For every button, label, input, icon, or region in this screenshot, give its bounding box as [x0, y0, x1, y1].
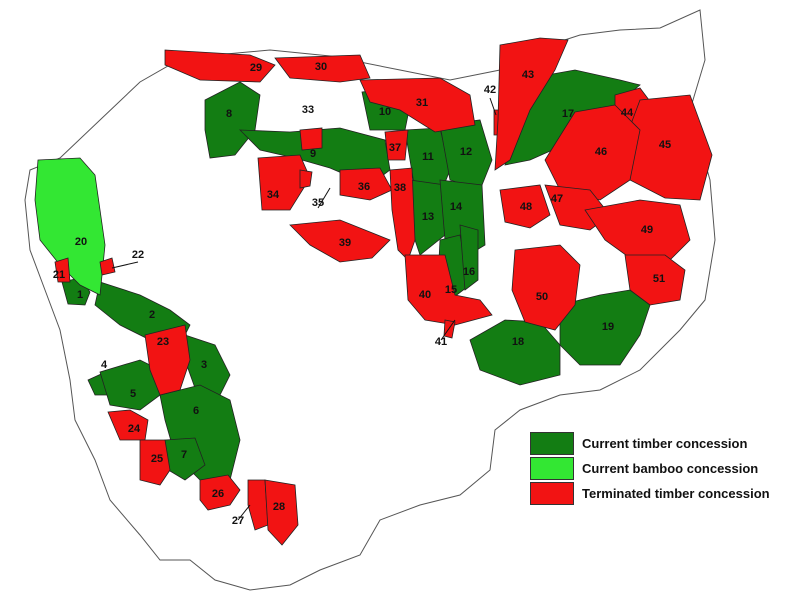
concession-34-area [257, 154, 311, 211]
concession-28-label: 28 [273, 501, 285, 513]
concession-20-area [34, 157, 106, 296]
legend-swatch-current-timber [530, 432, 574, 455]
legend: Current timber concession Current bamboo… [530, 432, 770, 507]
concession-49-label: 49 [641, 224, 653, 236]
legend-label-current-bamboo: Current bamboo concession [582, 461, 759, 476]
concession-51-label: 51 [653, 273, 665, 285]
legend-label-current-timber: Current timber concession [582, 436, 748, 451]
leader-line [237, 504, 251, 521]
concession-27-label: 27 [232, 515, 244, 527]
concession-8-area [204, 81, 261, 159]
concession-41-label: 41 [435, 336, 447, 348]
concession-39-area [289, 219, 391, 263]
concession-23-label: 23 [157, 336, 169, 348]
concession-17-label: 17 [562, 108, 574, 120]
concession-21-label: 21 [53, 269, 65, 281]
legend-swatch-current-bamboo [530, 457, 574, 480]
concession-34-label: 34 [267, 189, 280, 201]
concession-18-label: 18 [512, 336, 524, 348]
leader-line [317, 187, 331, 209]
concession-12-label: 12 [460, 146, 472, 158]
concession-29-label: 29 [250, 62, 262, 74]
legend-label-terminated-timber: Terminated timber concession [582, 486, 770, 501]
concession-47-label: 47 [551, 193, 563, 205]
concession-24-label: 24 [128, 423, 141, 435]
concession-22-area [99, 257, 116, 276]
concession-15-label: 15 [445, 284, 457, 296]
concession-50-label: 50 [536, 291, 548, 303]
concession-29-area [164, 49, 276, 83]
concession-16-label: 16 [463, 266, 475, 278]
legend-item-current-timber: Current timber concession [530, 432, 770, 455]
concession-46-label: 46 [595, 146, 607, 158]
concession-38-label: 38 [394, 182, 406, 194]
concession-48-area [499, 184, 551, 229]
concession-5-label: 5 [130, 388, 136, 400]
concession-10-label: 10 [379, 106, 391, 118]
concession-43-area [494, 37, 569, 171]
concession-51-area [624, 254, 686, 306]
concession-26-label: 26 [212, 488, 224, 500]
concession-49-area [584, 199, 691, 266]
concession-8-label: 8 [226, 108, 232, 120]
concession-22-label: 22 [132, 249, 144, 261]
concession-37-label: 37 [389, 142, 401, 154]
current-bamboo-zones [34, 157, 106, 296]
concession-36-label: 36 [358, 181, 370, 193]
legend-item-terminated-timber: Terminated timber concession [530, 482, 770, 505]
concession-31-area [359, 77, 476, 133]
leader-line [440, 319, 456, 341]
concession-9-label: 9 [310, 148, 316, 160]
current-timber-zones [61, 69, 651, 481]
legend-item-current-bamboo: Current bamboo concession [530, 457, 770, 480]
concession-35-label: 35 [312, 197, 324, 209]
concession-23-area [144, 324, 191, 396]
concession-19-label: 19 [602, 321, 614, 333]
concession-3-label: 3 [201, 359, 207, 371]
leader-line [111, 261, 139, 269]
concession-2-label: 2 [149, 309, 155, 321]
leader-line [489, 97, 497, 116]
concession-27-area [247, 479, 269, 531]
concession-25-area [139, 439, 171, 486]
concession-50-area [511, 244, 581, 331]
concession-18-area [469, 319, 561, 386]
concession-25-label: 25 [151, 453, 163, 465]
concession-48-label: 48 [520, 201, 532, 213]
concession-39-label: 39 [339, 237, 351, 249]
concession-7-label: 7 [181, 449, 187, 461]
concession-37-area [384, 129, 409, 161]
concession-21-area [54, 257, 71, 283]
concession-11-label: 11 [422, 151, 434, 163]
legend-swatch-terminated-timber [530, 482, 574, 505]
concession-26-area [199, 474, 241, 511]
concession-33-area [299, 127, 323, 151]
concession-13-label: 13 [422, 211, 434, 223]
concession-33-label: 33 [302, 104, 314, 116]
concession-44-label: 44 [621, 107, 634, 119]
concession-24-area [107, 409, 149, 441]
concession-20-label: 20 [75, 236, 87, 248]
concession-45-label: 45 [659, 139, 671, 151]
concession-40-label: 40 [419, 289, 431, 301]
concession-40-area [404, 254, 493, 326]
concession-36-area [339, 167, 393, 201]
concession-43-label: 43 [522, 69, 534, 81]
concession-31-label: 31 [416, 97, 428, 109]
concession-19-area [559, 289, 651, 366]
concession-28-area [264, 479, 299, 546]
concession-1-label: 1 [77, 289, 83, 301]
concession-30-area [274, 54, 371, 83]
concession-14-label: 14 [450, 201, 463, 213]
concession-6-label: 6 [193, 405, 199, 417]
concession-16-area [459, 224, 479, 291]
concession-30-label: 30 [315, 61, 327, 73]
concession-4-label: 4 [101, 359, 108, 371]
concession-35-area [299, 169, 313, 189]
terminated-timber-zones [54, 37, 713, 546]
concession-46-area [544, 104, 641, 201]
concession-42-label: 42 [484, 84, 496, 96]
